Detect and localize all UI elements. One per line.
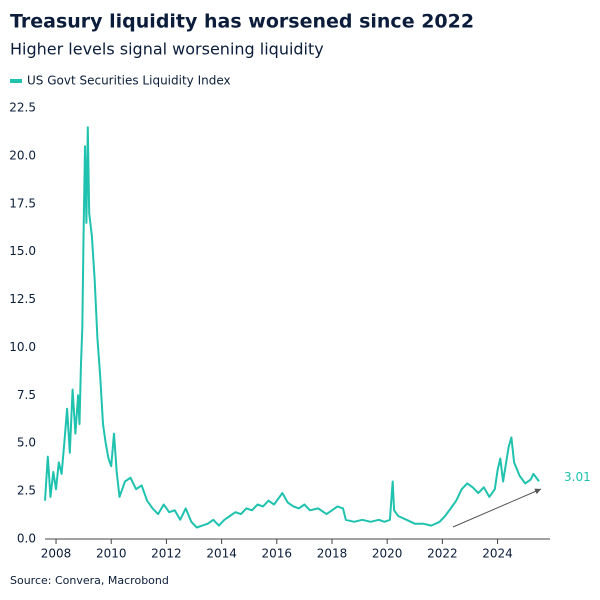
y-tick-label: 17.5: [9, 196, 36, 210]
chart-subtitle: Higher levels signal worsening liquidity: [10, 40, 324, 59]
chart-title: Treasury liquidity has worsened since 20…: [10, 11, 474, 33]
series-line: [44, 126, 540, 529]
x-tick-label: 2024: [482, 547, 513, 561]
x-tick-label: 2022: [427, 547, 458, 561]
x-tick-label: 2020: [372, 547, 403, 561]
trend-arrow: [452, 488, 542, 528]
y-tick-label: 15.0: [9, 244, 36, 258]
y-tick-label: 5.0: [17, 436, 36, 450]
y-tick-label: 22.5: [9, 101, 36, 115]
x-tick-label: 2018: [317, 547, 348, 561]
y-tick-label: 0.0: [17, 532, 36, 546]
x-tick-label: 2012: [151, 547, 182, 561]
x-tick-label: 2010: [96, 547, 127, 561]
last-value-label: 3.01: [564, 470, 591, 484]
y-tick-label: 10.0: [9, 340, 36, 354]
source: Source: Convera, Macrobond: [10, 574, 169, 587]
y-tick-label: 7.5: [17, 388, 36, 402]
x-tick-label: 2016: [262, 547, 293, 561]
x-tick-label: 2008: [41, 547, 72, 561]
x-tick-label: 2014: [206, 547, 237, 561]
y-tick-label: 12.5: [9, 292, 36, 306]
legend-label: US Govt Securities Liquidity Index: [27, 74, 231, 88]
y-tick-label: 2.5: [17, 484, 36, 498]
y-tick-label: 20.0: [9, 148, 36, 162]
